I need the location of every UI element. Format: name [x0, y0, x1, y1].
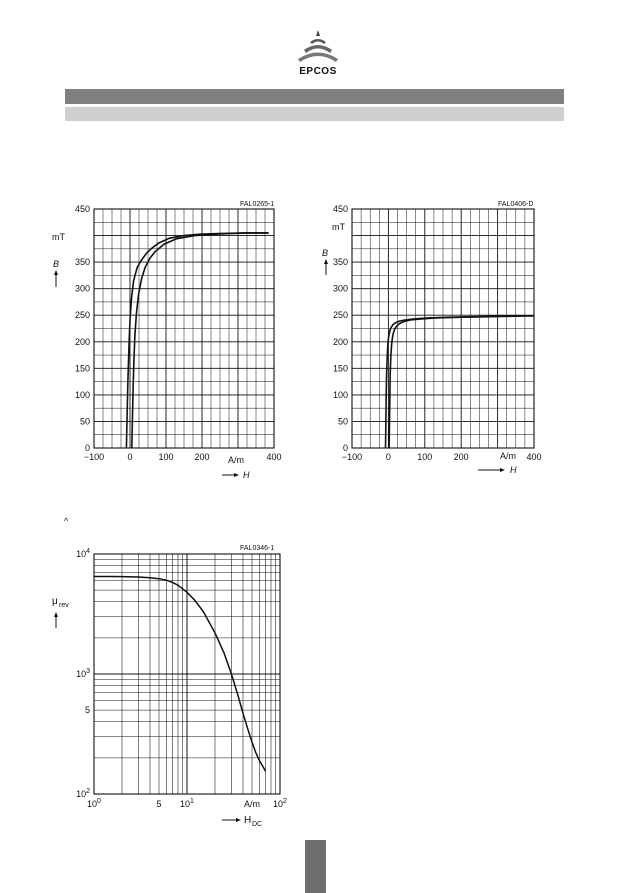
x-tick-label: 0 — [386, 452, 391, 462]
y-tick-label: 300 — [333, 284, 348, 294]
subheader-bar — [65, 107, 564, 121]
y-axis-label: μ — [52, 596, 58, 607]
x-tick-label: 5 — [156, 799, 161, 809]
x-tick-label: −100 — [342, 452, 362, 462]
x-unit: A/m — [500, 451, 516, 461]
y-axis-arrow-icon — [54, 612, 58, 628]
y-tick-label: 102 — [76, 788, 90, 799]
y-tick-labels: 0 50 100 150 200 250 300 350 450 — [75, 204, 90, 453]
x-tick-label: 100 — [417, 452, 432, 462]
y-tick-labels: 102 5 103 104 — [76, 548, 90, 799]
x-tick-labels: −100 0 100 200 400 — [84, 452, 282, 462]
y-axis-label: B — [53, 259, 59, 269]
plot-frame — [93, 208, 275, 449]
chart-ref-code: FAL0346-1 — [240, 545, 274, 552]
y-tick-label: 0 — [85, 443, 90, 453]
y-axis-arrow-icon — [54, 270, 58, 287]
hat-mark: ^ — [64, 516, 69, 526]
y-tick-label: 150 — [333, 363, 348, 373]
series-group — [384, 315, 535, 449]
x-axis-arrow-icon — [478, 468, 505, 472]
series-line-1 — [125, 232, 269, 449]
y-tick-label: 150 — [75, 363, 90, 373]
y-tick-label: 100 — [333, 390, 348, 400]
y-tick-label: 250 — [333, 310, 348, 320]
x-tick-labels: −100 0 100 200 400 — [342, 452, 542, 462]
header-bar — [65, 89, 564, 104]
grid — [93, 553, 281, 795]
y-tick-label: 350 — [75, 257, 90, 267]
y-tick-label: 0 — [343, 443, 348, 453]
y-tick-label: 450 — [333, 204, 348, 214]
plot-frame — [93, 553, 281, 795]
x-tick-label: 100 — [87, 798, 101, 809]
y-tick-label: 50 — [80, 416, 90, 426]
x-tick-label: 100 — [158, 452, 173, 462]
y-axis-arrow-icon — [324, 259, 328, 275]
y-tick-label: 5 — [85, 705, 90, 715]
x-axis-label: H — [244, 815, 251, 826]
chart-ref-code: FAL0265-1 — [240, 201, 274, 208]
x-tick-label: 0 — [127, 452, 132, 462]
x-tick-label: 200 — [194, 452, 209, 462]
chart-ref-code: FAL0406-D — [498, 201, 533, 208]
x-unit: A/m — [228, 455, 244, 465]
grid — [351, 208, 535, 449]
x-axis-arrow-icon — [222, 473, 239, 477]
series-line-2 — [388, 315, 535, 449]
y-unit: mT — [332, 222, 345, 232]
series-line-2 — [131, 232, 269, 449]
page-tab — [305, 840, 326, 893]
y-tick-label: 350 — [333, 257, 348, 267]
logo-text: EPCOS — [299, 66, 337, 77]
x-axis-label: H — [510, 465, 517, 475]
logo-mark-icon — [298, 30, 338, 62]
y-tick-label: 300 — [75, 284, 90, 294]
series-line-1 — [384, 315, 534, 449]
x-tick-label: 101 — [180, 798, 194, 809]
y-tick-label: 450 — [75, 204, 90, 214]
y-tick-label: 200 — [75, 337, 90, 347]
y-tick-label: 100 — [75, 390, 90, 400]
y-axis-label: B — [322, 248, 328, 258]
y-axis-label-sub: rev — [59, 602, 69, 609]
x-tick-label: 200 — [454, 452, 469, 462]
x-axis-label: H — [243, 470, 250, 480]
y-tick-label: 103 — [76, 668, 90, 679]
y-tick-label: 104 — [76, 548, 90, 559]
grid — [93, 208, 275, 449]
series-group — [125, 232, 269, 449]
hat-mark-text: ^ — [64, 516, 69, 526]
y-tick-label: 250 — [75, 310, 90, 320]
y-tick-labels: 0 50 100 150 200 250 300 350 450 — [333, 204, 348, 453]
x-unit: A/m — [244, 799, 260, 809]
x-tick-label: 400 — [526, 452, 541, 462]
x-tick-labels: 100 5 101 102 A/m — [87, 798, 287, 809]
series-group — [94, 575, 267, 772]
y-axis-label-group: μ rev — [52, 596, 69, 609]
epcos-logo: EPCOS — [288, 28, 348, 80]
series-line-1 — [94, 575, 267, 772]
x-axis-label-group: H DC — [244, 815, 262, 828]
x-tick-label: −100 — [84, 452, 104, 462]
y-unit: mT — [52, 232, 65, 242]
permeability-chart: 102 5 103 104 100 5 101 102 A/m FAL0346-1 μ rev… — [52, 545, 287, 828]
y-tick-label: 200 — [333, 337, 348, 347]
x-tick-label: 400 — [266, 452, 281, 462]
x-axis-label-sub: DC — [252, 821, 262, 828]
x-axis-arrow-icon — [222, 818, 241, 822]
x-tick-label: 102 — [273, 798, 287, 809]
y-tick-label: 50 — [338, 416, 348, 426]
plot-frame — [351, 208, 535, 449]
